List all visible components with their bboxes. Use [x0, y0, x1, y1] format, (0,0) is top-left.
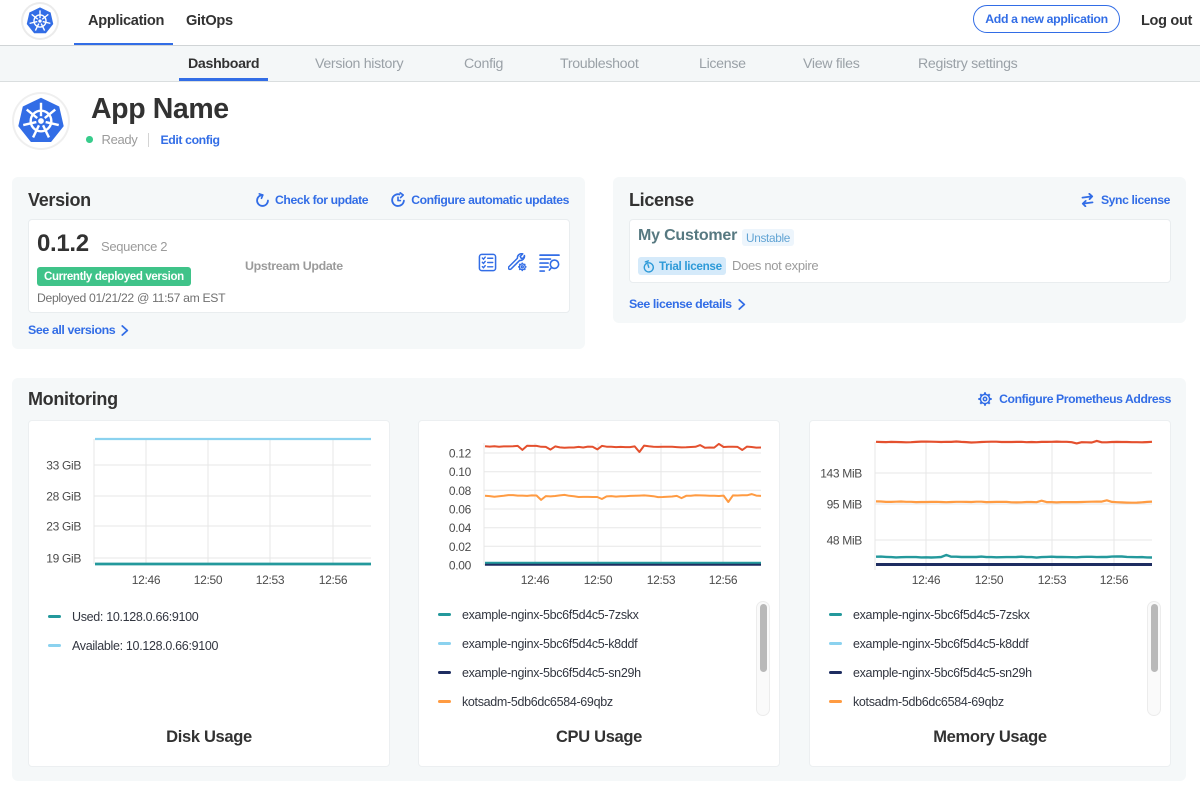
svg-text:0.10: 0.10 [449, 465, 472, 479]
svg-text:0.08: 0.08 [449, 484, 472, 498]
svg-text:12:50: 12:50 [194, 573, 223, 587]
svg-text:12:56: 12:56 [1100, 573, 1129, 587]
svg-text:0.06: 0.06 [449, 503, 472, 517]
svg-text:0.02: 0.02 [449, 540, 472, 554]
svg-text:23 GiB: 23 GiB [46, 520, 81, 534]
svg-text:12:56: 12:56 [709, 573, 738, 587]
svg-text:12:53: 12:53 [256, 573, 285, 587]
svg-text:12:56: 12:56 [319, 573, 348, 587]
svg-text:12:46: 12:46 [912, 573, 941, 587]
svg-text:143 MiB: 143 MiB [820, 467, 862, 481]
svg-text:12:53: 12:53 [1038, 573, 1067, 587]
svg-text:95 MiB: 95 MiB [827, 498, 863, 512]
svg-text:12:46: 12:46 [132, 573, 161, 587]
svg-text:0.12: 0.12 [449, 447, 472, 461]
svg-text:33 GiB: 33 GiB [46, 459, 81, 473]
svg-text:0.00: 0.00 [449, 559, 472, 573]
svg-text:0.04: 0.04 [449, 521, 472, 535]
svg-text:12:50: 12:50 [975, 573, 1004, 587]
svg-text:19 GiB: 19 GiB [46, 552, 81, 566]
svg-text:12:53: 12:53 [647, 573, 676, 587]
svg-text:48 MiB: 48 MiB [827, 534, 863, 548]
svg-text:12:46: 12:46 [521, 573, 550, 587]
svg-text:12:50: 12:50 [584, 573, 613, 587]
svg-text:28 GiB: 28 GiB [46, 490, 81, 504]
